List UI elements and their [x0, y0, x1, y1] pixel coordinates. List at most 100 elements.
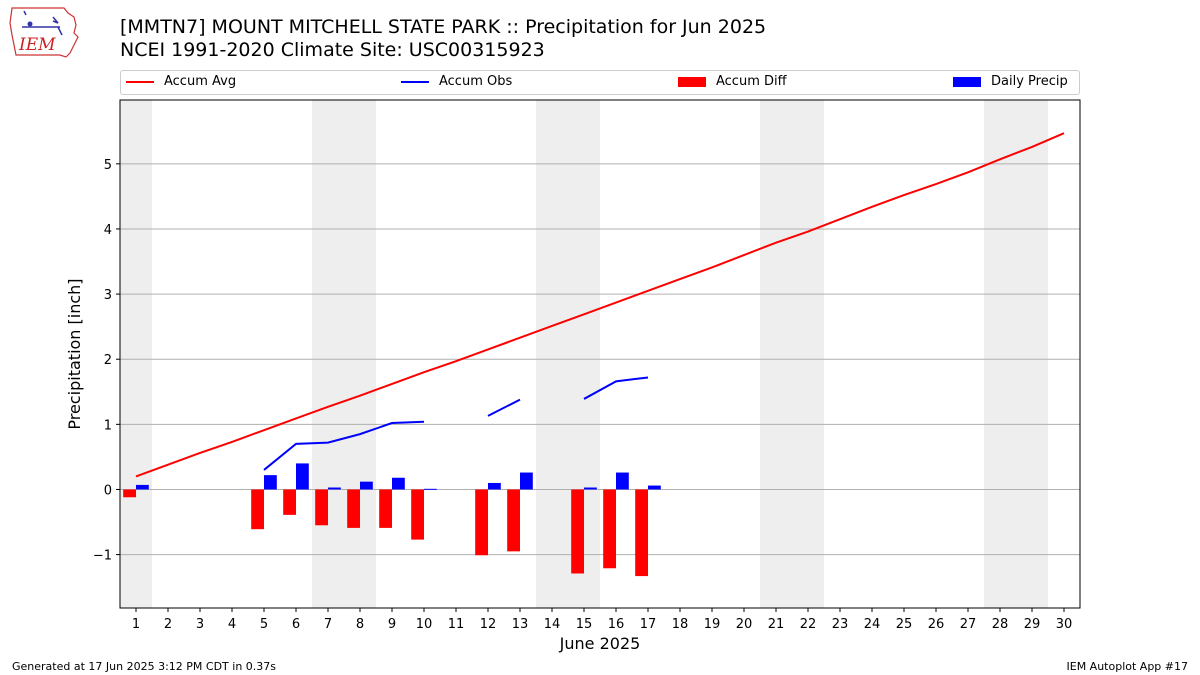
weekend-band — [536, 100, 600, 608]
x-tick-label: 8 — [356, 617, 364, 632]
daily-precip-bar — [328, 487, 341, 490]
lines — [135, 132, 1065, 478]
x-tick-label: 3 — [196, 617, 204, 632]
daily-precip-bar — [488, 482, 501, 490]
daily-precip-bar — [584, 487, 597, 490]
x-tick-label: 1 — [132, 617, 140, 632]
bars — [123, 463, 661, 577]
daily-precip-bar — [296, 463, 309, 490]
x-tick-label: 30 — [1056, 617, 1073, 632]
legend-swatch-daily-precip — [953, 76, 981, 87]
x-tick-label: 13 — [512, 617, 529, 632]
accum-diff-bar — [411, 489, 424, 540]
x-tick-label: 21 — [768, 617, 785, 632]
x-tick-label: 24 — [864, 617, 881, 632]
x-tick-label: 15 — [576, 617, 593, 632]
y-axis-label: Precipitation [inch] — [65, 278, 84, 429]
legend-label-accum-avg: Accum Avg — [164, 74, 237, 89]
daily-precip-bar — [424, 488, 437, 490]
x-tick-label: 5 — [260, 617, 268, 632]
iowa-outline-icon — [9, 7, 79, 58]
weekend-band — [312, 100, 376, 608]
weekend-band — [760, 100, 824, 608]
x-tick-label: 10 — [416, 617, 433, 632]
accum-diff-bar — [571, 489, 584, 574]
x-tick-label: 16 — [608, 617, 625, 632]
accum-diff-bar — [603, 489, 616, 569]
x-tick-label: 19 — [704, 617, 721, 632]
generated-timestamp: Generated at 17 Jun 2025 3:12 PM CDT in … — [12, 660, 277, 673]
legend-item-accum-avg: Accum Avg — [126, 74, 236, 89]
accum-obs-line — [487, 398, 521, 417]
daily-precip-bar — [136, 484, 149, 490]
x-axis-label: June 2025 — [559, 634, 641, 653]
x-tick-label: 26 — [928, 617, 945, 632]
app-id-label: IEM Autoplot App #17 — [1066, 660, 1189, 673]
iem-logo: IEM — [9, 7, 79, 58]
plot-frame — [119, 99, 1081, 609]
legend-item-accum-diff: Accum Diff — [678, 74, 787, 89]
accum-diff-bar — [123, 489, 136, 498]
accum-diff-bar — [251, 489, 264, 530]
x-tick-label: 14 — [544, 617, 561, 632]
y-tick-label: −1 — [93, 549, 112, 564]
legend-label-accum-diff: Accum Diff — [716, 74, 787, 89]
legend: Accum Avg Accum Obs Accum Diff Daily Pre… — [120, 70, 1080, 95]
x-tick-label: 17 — [640, 617, 657, 632]
legend-swatch-accum-avg — [126, 80, 154, 83]
legend-swatch-accum-obs — [401, 80, 429, 83]
x-tick-label: 25 — [896, 617, 913, 632]
legend-swatch-accum-diff — [678, 76, 706, 87]
chart-subtitle: NCEI 1991-2020 Climate Site: USC00315923 — [120, 39, 545, 61]
x-tick-label: 18 — [672, 617, 689, 632]
accum-obs-line — [263, 420, 425, 471]
legend-item-accum-obs: Accum Obs — [401, 74, 512, 89]
x-tick-label: 2 — [164, 617, 172, 632]
x-tick-label: 12 — [480, 617, 497, 632]
logo-text: IEM — [18, 35, 56, 55]
y-tick-label: 5 — [104, 158, 112, 173]
weekend-band — [984, 100, 1048, 608]
y-tick-label: 1 — [104, 418, 112, 433]
y-tick-label: 3 — [104, 288, 112, 303]
x-tick-label: 6 — [292, 617, 300, 632]
legend-label-accum-obs: Accum Obs — [439, 74, 513, 89]
y-tick-label: 4 — [104, 223, 112, 238]
y-tick-label: 2 — [104, 353, 112, 368]
accum-diff-bar — [507, 489, 520, 552]
daily-precip-bar — [648, 485, 661, 490]
chart-title: [MMTN7] MOUNT MITCHELL STATE PARK :: Pre… — [120, 16, 767, 38]
x-tick-label: 23 — [832, 617, 849, 632]
daily-precip-bar — [520, 472, 533, 490]
weather-station-icon — [22, 10, 63, 36]
x-tick-label: 20 — [736, 617, 753, 632]
accum-diff-bar — [635, 489, 648, 577]
daily-precip-bar — [616, 472, 629, 490]
x-tick-label: 22 — [800, 617, 817, 632]
accum-diff-bar — [379, 489, 392, 528]
sun-icon — [27, 21, 33, 27]
weekend-shading — [120, 100, 1048, 608]
x-tick-label: 9 — [388, 617, 396, 632]
x-tick-label: 27 — [960, 617, 977, 632]
x-tick-label: 29 — [1024, 617, 1041, 632]
x-tick-label: 7 — [324, 617, 332, 632]
x-tick-label: 11 — [448, 617, 465, 632]
accum-diff-bar — [283, 489, 296, 515]
accum-avg-line — [135, 132, 1065, 478]
accum-diff-bar — [315, 489, 328, 526]
y-tick-label: 0 — [104, 483, 112, 498]
x-tick-label: 28 — [992, 617, 1009, 632]
daily-precip-bar — [360, 481, 373, 490]
weekend-band — [120, 100, 152, 608]
accum-diff-bar — [347, 489, 360, 528]
accum-obs-line — [583, 376, 649, 400]
x-tick-label: 4 — [228, 617, 236, 632]
accum-diff-bar — [475, 489, 488, 556]
daily-precip-bar — [392, 477, 405, 490]
legend-label-daily-precip: Daily Precip — [991, 74, 1068, 89]
daily-precip-bar — [264, 475, 277, 490]
legend-item-daily-precip: Daily Precip — [953, 74, 1068, 89]
